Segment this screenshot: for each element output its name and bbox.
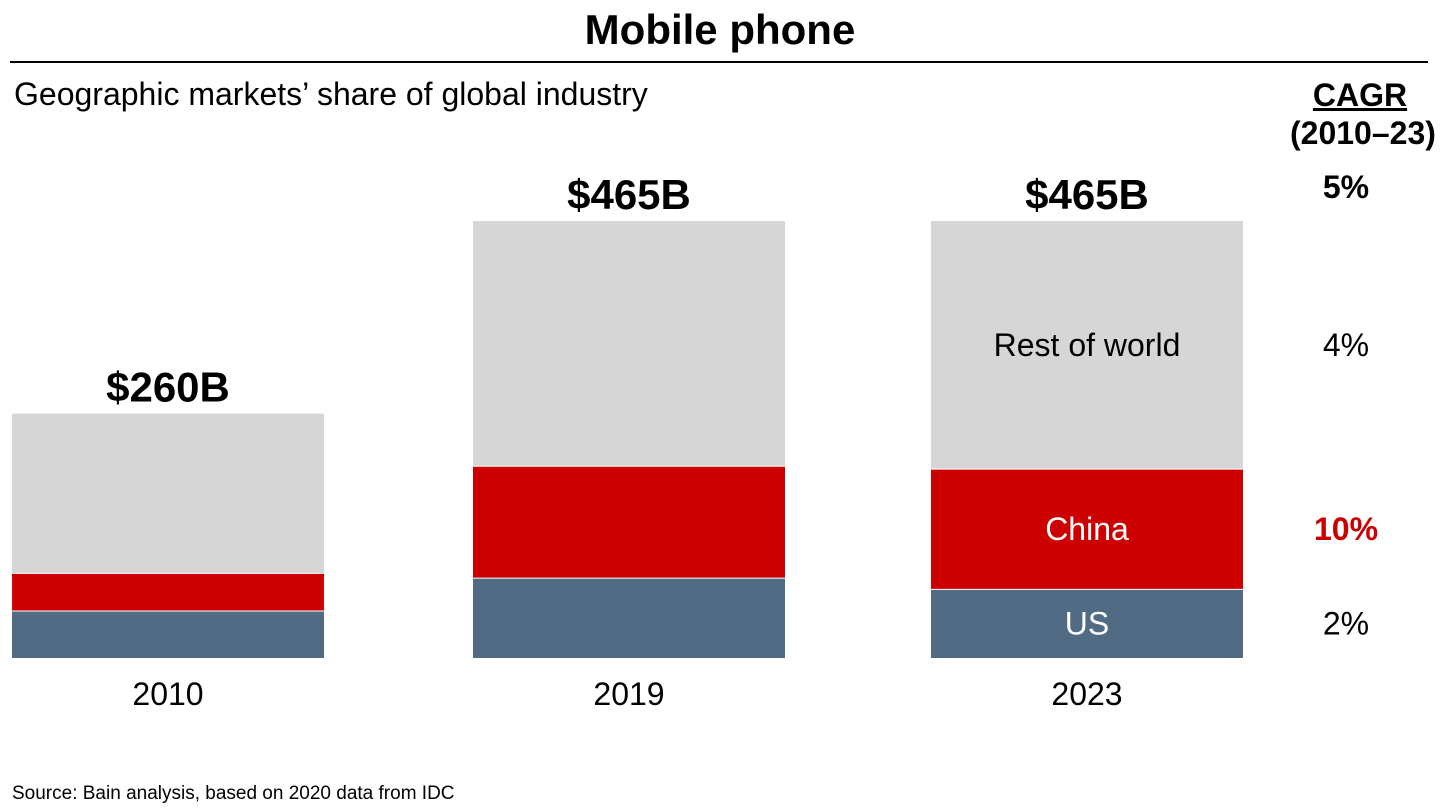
bar-segment-china [12, 573, 324, 612]
segment-label: China [1045, 511, 1129, 547]
cagr-header-label: CAGR [1312, 77, 1408, 113]
chart-title: Mobile phone [584, 6, 856, 53]
x-tick-label: 2019 [593, 676, 664, 712]
segment-label: US [1065, 606, 1109, 642]
segment-label: Rest of world [994, 327, 1181, 363]
cagr-value: 2% [1323, 606, 1369, 642]
bar-segment-rest-of-world [473, 221, 785, 467]
bar-segment-us [12, 611, 324, 658]
cagr-total: 5% [1323, 169, 1369, 205]
bar-segment-china [931, 469, 1243, 590]
bar-segment-china [473, 466, 785, 579]
title-rule [10, 61, 1428, 63]
bar-segment-rest-of-world [12, 413, 324, 574]
total-label: $465B [567, 171, 691, 218]
cagr-header-period: (2010–23) [1290, 115, 1436, 151]
x-tick-label: 2023 [1051, 676, 1122, 712]
x-tick-label: 2010 [132, 676, 203, 712]
bar-segment-rest-of-world [931, 221, 1243, 470]
total-label: $465B [1025, 171, 1149, 218]
cagr-header: CAGR (2010–23) [1290, 76, 1436, 152]
cagr-value: 10% [1314, 511, 1378, 547]
bar-segment-us [931, 589, 1243, 658]
bar-segment-us [473, 578, 785, 658]
total-label: $260B [106, 364, 230, 411]
source-note: Source: Bain analysis, based on 2020 dat… [12, 783, 455, 804]
chart-subtitle: Geographic markets’ share of global indu… [14, 76, 648, 112]
cagr-value: 4% [1323, 327, 1369, 363]
